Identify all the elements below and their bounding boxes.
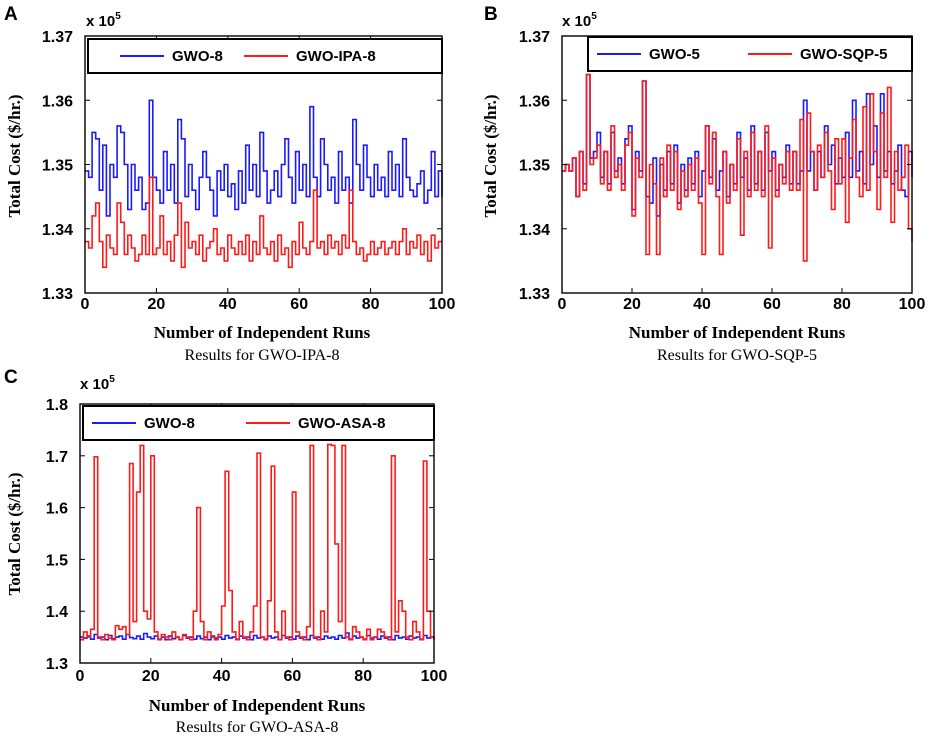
legend-label-gwo-sqp-5: GWO-SQP-5 [800, 46, 888, 63]
plot-area-c: 0 20 40 60 80 100 1.3 1.4 1.5 1.6 1.7 1.8 GWO-8 GWO-A… [46, 397, 448, 685]
y-tick-label: 1.35 [519, 158, 550, 175]
y-tick-label: 1.34 [42, 222, 73, 239]
x-tick-label: 60 [290, 296, 308, 313]
y-axis-label-a: Total Cost ($/hr.) [5, 95, 24, 218]
multiplier-label-c: x 105 [80, 374, 115, 393]
x-tick-label: 80 [833, 296, 851, 313]
plot-area-a: 0 20 40 60 80 100 1.33 1.34 1.35 1.36 1.37 GWO-8 GWO… [42, 29, 456, 313]
series-line-gwo-asa-8 [80, 443, 435, 641]
x-axis-label-a: Number of Independent Runs [154, 323, 371, 342]
y-tick-label: 1.33 [519, 286, 550, 303]
x-tick-label: 100 [421, 668, 448, 685]
y-tick-label: 1.3 [46, 656, 68, 673]
x-tick-label: 0 [76, 668, 85, 685]
x-axis-label-b: Number of Independent Runs [629, 323, 846, 342]
legend-label-gwo-8: GWO-8 [144, 415, 195, 432]
panel-label-c: C [4, 367, 18, 388]
y-tick-label: 1.37 [42, 29, 73, 46]
legend-label-gwo-8: GWO-8 [172, 48, 223, 65]
y-tick-label: 1.34 [519, 222, 550, 239]
y-axis-label-b: Total Cost ($/hr.) [481, 95, 500, 218]
series-line-gwo-sqp-5 [562, 73, 913, 262]
caption-a: Results for GWO-IPA-8 [185, 347, 340, 364]
x-tick-label: 40 [693, 296, 711, 313]
x-tick-label: 40 [219, 296, 237, 313]
panel-a: A x 105 0 20 40 60 80 100 1.33 1.34 1.35 1.36 1.37… [4, 4, 455, 364]
y-tick-label: 1.33 [42, 286, 73, 303]
x-tick-label: 40 [213, 668, 231, 685]
x-tick-label: 0 [81, 296, 90, 313]
y-tick-label: 1.36 [42, 93, 73, 110]
y-tick-label: 1.36 [519, 93, 550, 110]
y-tick-label: 1.35 [42, 158, 73, 175]
legend-label-gwo-ipa-8: GWO-IPA-8 [296, 48, 376, 65]
x-tick-label: 20 [148, 296, 166, 313]
y-tick-label: 1.5 [46, 552, 68, 569]
x-tick-label: 100 [899, 296, 926, 313]
panel-label-a: A [4, 4, 18, 25]
x-tick-label: 0 [558, 296, 567, 313]
x-tick-label: 80 [354, 668, 372, 685]
multiplier-label-a: x 105 [86, 11, 121, 30]
multiplier-label-b: x 105 [562, 11, 597, 30]
x-tick-label: 100 [429, 296, 456, 313]
x-tick-label: 60 [284, 668, 302, 685]
caption-b: Results for GWO-SQP-5 [657, 347, 817, 364]
x-axis-label-c: Number of Independent Runs [149, 696, 366, 715]
plot-area-b: 0 20 40 60 80 100 1.33 1.34 1.35 1.36 1.37 GWO-5 GWO… [519, 29, 926, 313]
x-tick-label: 80 [362, 296, 380, 313]
axes-frame [79, 403, 435, 664]
caption-c: Results for GWO-ASA-8 [176, 719, 339, 736]
y-tick-label: 1.6 [46, 501, 68, 518]
panel-c: C x 105 0 20 40 60 80 100 1.3 1.4 1.5 1.6 1.7 1.8 GW… [4, 367, 447, 736]
series-line-gwo-8 [85, 99, 443, 217]
panel-label-b: B [484, 4, 498, 25]
legend-label-gwo-5: GWO-5 [649, 46, 700, 63]
y-tick-label: 1.7 [46, 449, 68, 466]
y-tick-label: 1.4 [46, 604, 68, 621]
series-line-gwo-8 [80, 632, 435, 641]
x-tick-label: 60 [763, 296, 781, 313]
x-tick-label: 20 [623, 296, 641, 313]
y-tick-label: 1.37 [519, 29, 550, 46]
panel-b: B x 105 0 20 40 60 80 100 1.33 1.34 1.35 1.36 1.37… [481, 4, 925, 364]
legend-label-gwo-asa-8: GWO-ASA-8 [298, 415, 386, 432]
y-tick-label: 1.8 [46, 397, 68, 414]
x-tick-label: 20 [142, 668, 160, 685]
y-axis-label-c: Total Cost ($/hr.) [5, 473, 24, 596]
series-line-gwo-ipa-8 [85, 176, 442, 269]
